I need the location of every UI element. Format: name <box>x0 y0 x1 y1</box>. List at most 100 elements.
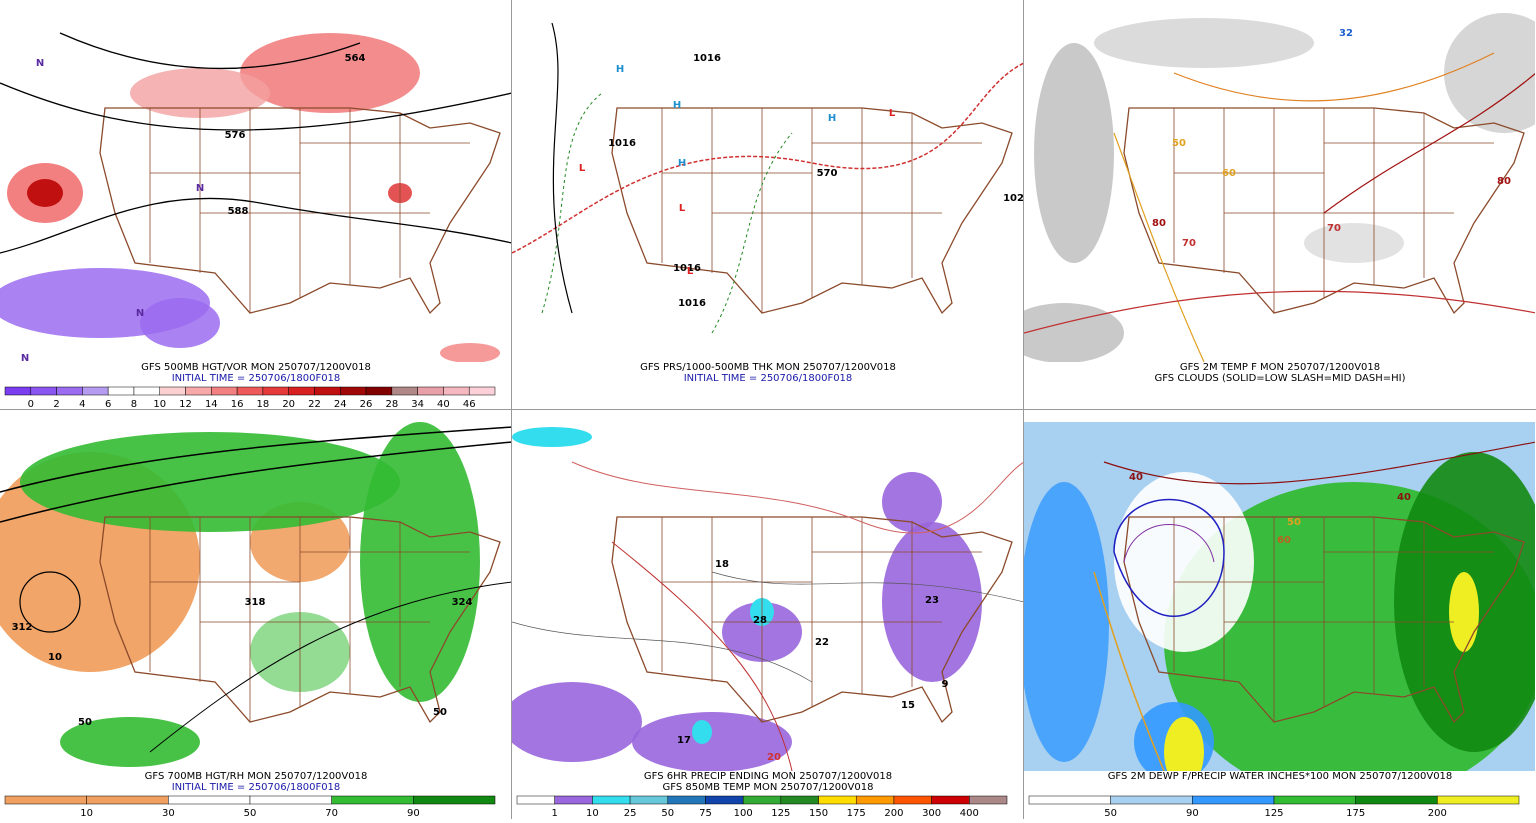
coastline <box>99 516 501 724</box>
state-lines <box>661 108 982 313</box>
colorbar-label: 90 <box>1186 808 1199 819</box>
map-label: 20 <box>767 752 781 763</box>
map-label: 28 <box>753 615 767 626</box>
field-area <box>140 298 220 348</box>
field-area <box>512 427 592 447</box>
caption: GFS 2M DEWP F/PRECIP WATER INCHES*100 MO… <box>1108 771 1453 782</box>
state-lines <box>149 108 470 313</box>
colorbar-swatch <box>133 386 160 396</box>
map-layers: 32 50 60 70 80 80 70 <box>1024 13 1535 362</box>
map-label: 1016 <box>608 138 636 149</box>
contour <box>1173 52 1495 102</box>
colorbar-label: 26 <box>360 399 373 410</box>
colorbar-swatch <box>185 386 212 396</box>
map-label: 1016 <box>693 53 721 64</box>
map-label: 570 <box>817 168 838 179</box>
contour <box>1103 441 1535 485</box>
colorbar-label: 8 <box>131 399 137 410</box>
contour <box>19 571 81 633</box>
map-label: 40 <box>1129 472 1143 483</box>
colorbar-swatch <box>331 795 414 805</box>
map: 312 318 324 50 50 10 <box>0 422 511 771</box>
colorbar-swatch <box>86 795 169 805</box>
state-lines <box>1173 517 1494 722</box>
colorbar-label: 125 <box>1264 808 1283 819</box>
map-label: 60 <box>1222 168 1236 179</box>
colorbar-swatch <box>1028 795 1111 805</box>
map-layers: 1016 1016 1016 1016 1024 570 H H H H L L L L <box>512 22 1031 334</box>
colorbar-swatch <box>1437 795 1520 805</box>
colorbar-label: 28 <box>385 399 398 410</box>
contour <box>0 197 511 254</box>
field-area <box>512 682 642 762</box>
caption: GFS CLOUDS (SOLID=LOW SLASH=MID DASH=HI) <box>1154 373 1405 384</box>
contour <box>512 621 813 683</box>
state-lines <box>149 517 470 722</box>
map-label: 576 <box>225 130 246 141</box>
colorbar-label: 6 <box>105 399 111 410</box>
colorbar-label: 300 <box>922 808 941 819</box>
map-label: L <box>579 163 586 174</box>
colorbar-swatch <box>855 795 895 805</box>
colorbar-label: 10 <box>586 808 599 819</box>
map-label: 1024 <box>1003 193 1031 204</box>
colorbar-label: 0 <box>28 399 34 410</box>
colorbar-label: 2 <box>53 399 59 410</box>
colorbar-label: 400 <box>960 808 979 819</box>
colorbar-swatch <box>1192 795 1275 805</box>
colorbar-label: 25 <box>624 808 637 819</box>
colorbar-swatch <box>629 795 669 805</box>
colorbar-label: 4 <box>79 399 85 410</box>
colorbar-swatch <box>969 795 1008 805</box>
forecast-panel: 32 50 60 70 80 80 70 GFS 2M TEMP F MON 250707/1… <box>1024 13 1535 384</box>
map-layers: 312 318 324 50 50 10 <box>0 422 511 767</box>
colorbar-swatch <box>340 386 367 396</box>
contour <box>571 461 1023 534</box>
contour <box>711 132 793 334</box>
map-background <box>512 13 1023 362</box>
field-area <box>1024 303 1124 362</box>
map-label: 50 <box>1287 517 1301 528</box>
coastline <box>611 516 1013 724</box>
map-label: 1016 <box>678 298 706 309</box>
map-label: 1016 <box>673 263 701 274</box>
colorbar-label: 40 <box>437 399 450 410</box>
map-layers: 40 50 60 40 <box>1024 441 1535 771</box>
colorbar-label: 175 <box>1346 808 1365 819</box>
field-area <box>27 179 63 207</box>
colorbar-label: 16 <box>231 399 244 410</box>
map-label: 22 <box>815 637 829 648</box>
map-label: H <box>616 64 624 75</box>
field-area <box>60 717 200 767</box>
map-label: 17 <box>677 735 691 746</box>
colorbar-label: 100 <box>734 808 753 819</box>
colorbar-label: 125 <box>771 808 790 819</box>
map: 28 22 18 15 9 17 20 23 <box>512 422 1023 771</box>
state-lines <box>1173 108 1494 313</box>
map-label: 60 <box>1277 535 1291 546</box>
map-label: 50 <box>433 707 447 718</box>
map: 1016 1016 1016 1016 1024 570 H H H H L L L L <box>512 13 1031 362</box>
forecast-panel: 40 50 60 40 GFS 2M DEWP F/PRECIP WATER INCHE… <box>1024 422 1535 819</box>
colorbar-swatch <box>314 386 341 396</box>
map-label: H <box>828 113 836 124</box>
contour <box>1123 524 1215 563</box>
field-area <box>130 68 270 118</box>
field-area <box>1444 13 1535 133</box>
map-label: 18 <box>715 559 729 570</box>
colorbar-label: 30 <box>162 808 175 819</box>
map-label: 32 <box>1339 28 1353 39</box>
contour <box>1113 498 1225 617</box>
map-label: N <box>36 58 44 69</box>
field-area <box>20 432 400 532</box>
colorbar-swatch <box>30 386 57 396</box>
colorbar-label: 50 <box>1104 808 1117 819</box>
forecast-panel: 564 576 588 N N N N GFS 500MB HGT/VOR MON 25070… <box>0 13 511 410</box>
colorbar-label: 20 <box>282 399 295 410</box>
map-label: 23 <box>925 595 939 606</box>
field-area <box>1034 43 1114 263</box>
map-layers: 28 22 18 15 9 17 20 23 <box>512 427 1023 771</box>
map-label: 10 <box>48 652 62 663</box>
